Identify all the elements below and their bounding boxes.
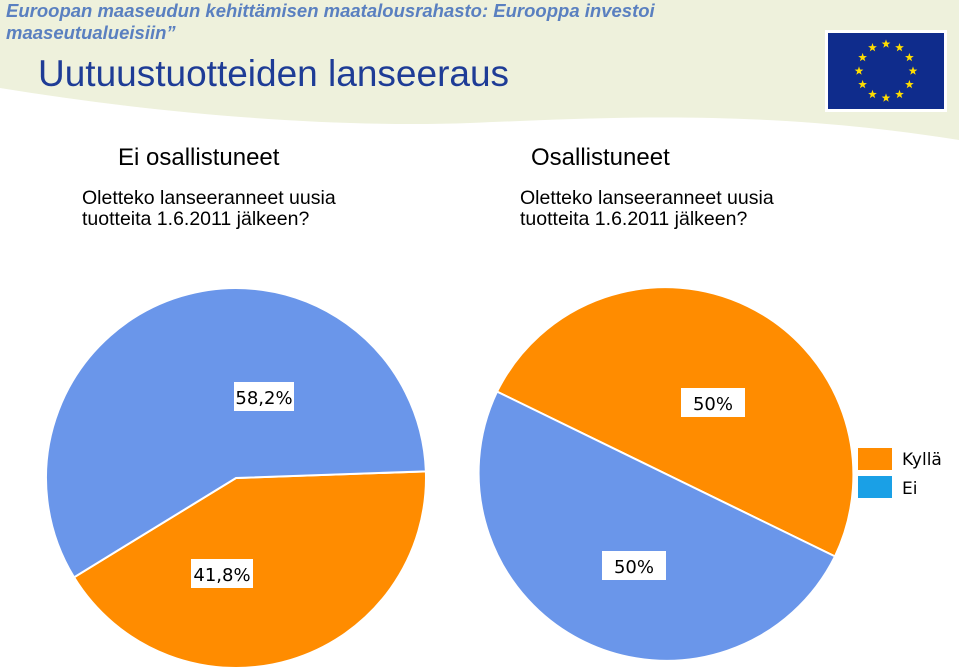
slide-title: Uutuustuotteiden lanseeraus bbox=[38, 53, 510, 94]
pie2-label-ei-box bbox=[681, 388, 745, 417]
flag-star-icon bbox=[905, 79, 914, 89]
legend-swatch-ei bbox=[858, 476, 892, 498]
pie1-label-kylla: 41,8% bbox=[193, 565, 250, 586]
flag-star-icon bbox=[881, 39, 891, 48]
flag-star-icon bbox=[895, 89, 904, 99]
flag-star-icon bbox=[868, 89, 877, 99]
eu-flag-logo bbox=[825, 30, 947, 112]
pie2-label-kylla: 50% bbox=[614, 557, 654, 578]
header-line-2: maaseutualueisiin” bbox=[6, 22, 176, 43]
flag-star-icon bbox=[858, 52, 867, 62]
flag-star-icon bbox=[905, 52, 914, 62]
pie2-label-ei: 50% bbox=[693, 394, 733, 415]
pie2-label-kylla-box bbox=[602, 551, 666, 580]
pie1-label-ei: 58,2% bbox=[235, 388, 292, 409]
header-line-1: Euroopan maaseudun kehittämisen maatalou… bbox=[6, 0, 655, 21]
pie2-slice-ei bbox=[477, 390, 837, 662]
legend-label-kylla: Kyllä bbox=[902, 450, 942, 470]
group-2-question: Oletteko lanseeranneet uusia tuotteita 1… bbox=[520, 187, 774, 230]
background-swoosh bbox=[0, 0, 959, 140]
flag-star-icon bbox=[854, 66, 864, 75]
pie1-label-ei-box bbox=[234, 382, 294, 411]
pie1-label-kylla-box bbox=[191, 559, 253, 588]
group-2-title: Osallistuneet bbox=[531, 144, 670, 171]
flag-star-icon bbox=[858, 79, 867, 89]
pie1-slice-ei bbox=[45, 287, 427, 579]
flag-star-icon bbox=[868, 43, 877, 52]
group-1-title: Ei osallistuneet bbox=[118, 144, 280, 171]
flag-star-icon bbox=[895, 43, 904, 52]
flag-star-icon bbox=[881, 93, 891, 102]
legend-swatch-kylla bbox=[858, 448, 892, 470]
group-1-question: Oletteko lanseeranneet uusia tuotteita 1… bbox=[82, 187, 336, 230]
pie2-slice-kylla bbox=[495, 286, 855, 558]
flag-star-icon bbox=[908, 66, 918, 75]
legend-label-ei: Ei bbox=[902, 479, 917, 499]
